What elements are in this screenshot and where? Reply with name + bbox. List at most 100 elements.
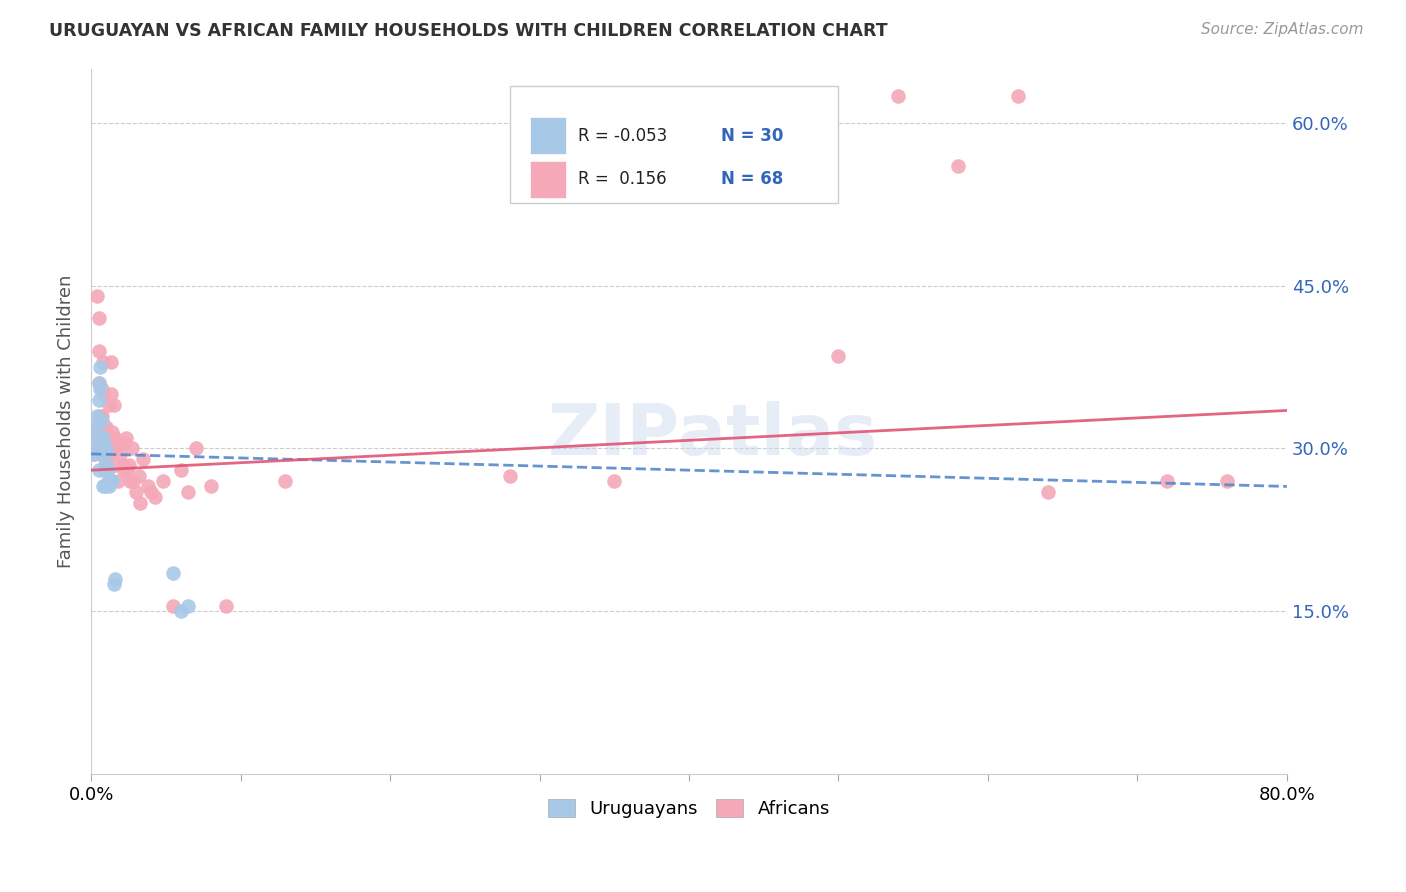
Point bbox=[117, 458, 139, 472]
Point bbox=[97, 447, 120, 461]
Point bbox=[1007, 88, 1029, 103]
Text: R =  0.156: R = 0.156 bbox=[578, 170, 666, 188]
Point bbox=[103, 431, 125, 445]
Point bbox=[97, 463, 120, 477]
Point bbox=[215, 599, 238, 613]
Point bbox=[91, 479, 114, 493]
Text: N = 30: N = 30 bbox=[721, 127, 783, 145]
Point bbox=[91, 419, 114, 434]
Point bbox=[84, 431, 107, 445]
Point bbox=[90, 431, 112, 445]
Text: URUGUAYAN VS AFRICAN FAMILY HOUSEHOLDS WITH CHILDREN CORRELATION CHART: URUGUAYAN VS AFRICAN FAMILY HOUSEHOLDS W… bbox=[49, 22, 887, 40]
FancyBboxPatch shape bbox=[530, 117, 565, 154]
Point bbox=[87, 376, 110, 391]
Point bbox=[184, 442, 207, 456]
Point bbox=[91, 447, 114, 461]
Point bbox=[89, 359, 111, 374]
Point bbox=[103, 577, 125, 591]
Point bbox=[887, 88, 910, 103]
Point bbox=[132, 452, 155, 467]
Point bbox=[139, 484, 162, 499]
Point bbox=[94, 442, 117, 456]
Point bbox=[782, 121, 804, 136]
Point bbox=[90, 447, 112, 461]
Legend: Uruguayans, Africans: Uruguayans, Africans bbox=[541, 791, 837, 825]
Point bbox=[723, 164, 745, 178]
Point bbox=[128, 468, 150, 483]
Point bbox=[946, 159, 969, 173]
Point bbox=[827, 349, 849, 363]
Point bbox=[86, 409, 108, 423]
Point bbox=[162, 599, 184, 613]
Point bbox=[93, 452, 115, 467]
Point bbox=[162, 566, 184, 581]
Point bbox=[91, 431, 114, 445]
Point bbox=[83, 447, 105, 461]
Point bbox=[170, 463, 193, 477]
Y-axis label: Family Households with Children: Family Households with Children bbox=[58, 275, 75, 568]
Point bbox=[94, 419, 117, 434]
Point bbox=[94, 436, 117, 450]
Point bbox=[110, 436, 132, 450]
Point bbox=[97, 431, 120, 445]
Point bbox=[498, 468, 520, 483]
Point bbox=[87, 463, 110, 477]
Point bbox=[111, 458, 134, 472]
Point bbox=[122, 474, 145, 488]
Text: N = 68: N = 68 bbox=[721, 170, 783, 188]
Point bbox=[105, 442, 128, 456]
Point bbox=[98, 479, 121, 493]
Point bbox=[87, 376, 110, 391]
Point bbox=[97, 474, 120, 488]
Text: R = -0.053: R = -0.053 bbox=[578, 127, 666, 145]
Point bbox=[101, 425, 124, 440]
Point bbox=[84, 419, 107, 434]
Point bbox=[1216, 474, 1239, 488]
Point bbox=[125, 484, 148, 499]
Point bbox=[115, 463, 138, 477]
Point bbox=[94, 458, 117, 472]
Text: Source: ZipAtlas.com: Source: ZipAtlas.com bbox=[1201, 22, 1364, 37]
Point bbox=[93, 479, 115, 493]
Point bbox=[100, 474, 122, 488]
Point bbox=[86, 289, 108, 303]
Point bbox=[84, 431, 107, 445]
Point bbox=[108, 447, 131, 461]
Point bbox=[86, 442, 108, 456]
Point bbox=[87, 392, 110, 407]
Point bbox=[98, 398, 121, 412]
Point bbox=[274, 474, 297, 488]
Point bbox=[87, 343, 110, 358]
Point bbox=[104, 431, 127, 445]
Point bbox=[90, 414, 112, 428]
Point bbox=[101, 474, 124, 488]
FancyBboxPatch shape bbox=[530, 161, 565, 198]
Point bbox=[89, 382, 111, 396]
Text: ZIPatlas: ZIPatlas bbox=[548, 401, 877, 470]
Point bbox=[1036, 484, 1059, 499]
Point bbox=[200, 479, 222, 493]
Point bbox=[89, 409, 111, 423]
Point bbox=[90, 382, 112, 396]
Point bbox=[103, 398, 125, 412]
Point bbox=[100, 387, 122, 401]
Point bbox=[104, 458, 127, 472]
FancyBboxPatch shape bbox=[509, 87, 838, 202]
Point bbox=[93, 431, 115, 445]
Point bbox=[121, 442, 143, 456]
Point bbox=[83, 447, 105, 461]
Point bbox=[91, 354, 114, 368]
Point bbox=[112, 436, 135, 450]
Point bbox=[91, 387, 114, 401]
Point bbox=[104, 572, 127, 586]
Point bbox=[114, 431, 136, 445]
Point bbox=[107, 474, 129, 488]
Point bbox=[118, 474, 141, 488]
Point bbox=[84, 419, 107, 434]
Point bbox=[145, 491, 167, 505]
Point bbox=[1156, 474, 1178, 488]
Point bbox=[112, 463, 135, 477]
Point bbox=[87, 311, 110, 326]
Point bbox=[603, 474, 626, 488]
Point bbox=[152, 474, 174, 488]
